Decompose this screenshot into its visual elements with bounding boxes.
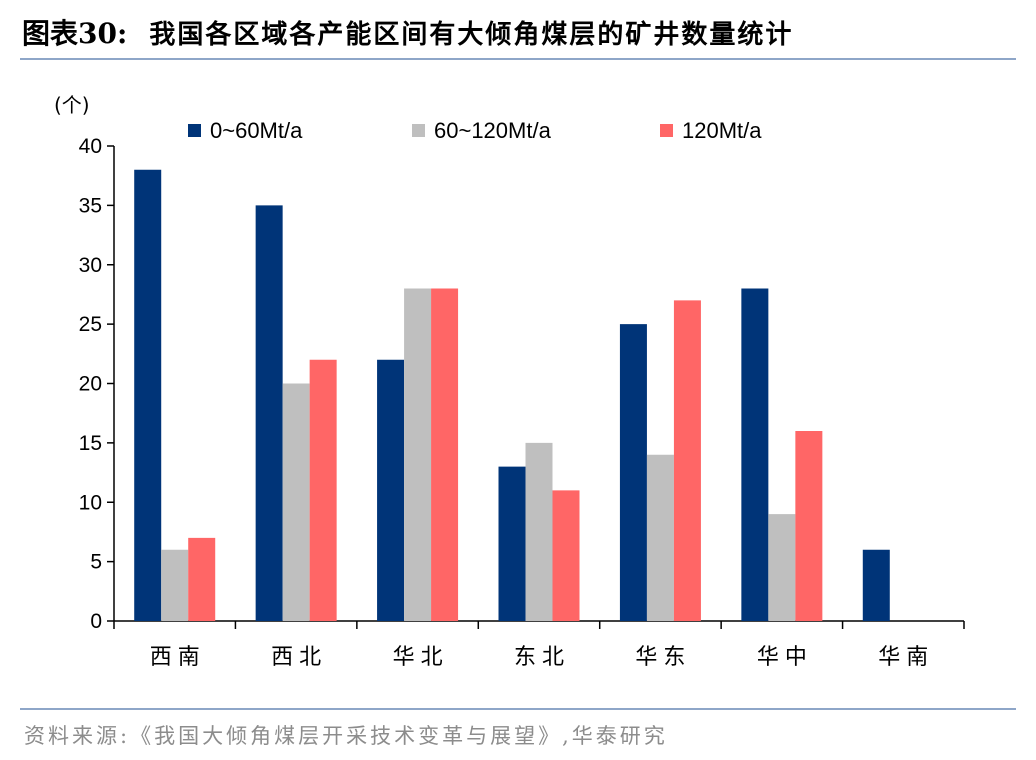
bar bbox=[768, 514, 796, 621]
title-row: 图表30: 我国各区域各产能区间有大倾角煤层的矿井数量统计 bbox=[22, 10, 793, 54]
x-category-label: 华北 bbox=[393, 645, 449, 670]
bar bbox=[188, 537, 216, 621]
y-tick-label: 15 bbox=[79, 432, 102, 455]
x-category-label: 东北 bbox=[514, 645, 570, 670]
bar bbox=[161, 549, 189, 621]
y-tick-label: 35 bbox=[79, 194, 102, 217]
y-tick-label: 20 bbox=[79, 373, 102, 396]
x-category-label: 西北 bbox=[271, 645, 327, 670]
y-tick-label: 30 bbox=[79, 254, 102, 277]
x-category-label: 华中 bbox=[757, 645, 813, 670]
bar-chart: 0 5 10 15 20 25 30 35 40 (个) 西南 西北 华北 东北 华东 华中 华南 0~60Mt/… bbox=[54, 93, 965, 670]
y-tick-label: 5 bbox=[90, 551, 102, 574]
legend-label: 0~60Mt/a bbox=[210, 118, 303, 143]
bar bbox=[619, 324, 647, 621]
bar bbox=[498, 466, 526, 621]
bar bbox=[282, 383, 310, 621]
source-note: 资料来源:《我国大倾角煤层开采技术变革与展望》,华泰研究 bbox=[24, 724, 668, 748]
page-title: 我国各区域各产能区间有大倾角煤层的矿井数量统计 bbox=[149, 19, 794, 50]
bar bbox=[431, 288, 459, 621]
bar bbox=[673, 300, 701, 621]
bar bbox=[795, 431, 823, 621]
legend-swatch bbox=[660, 124, 673, 137]
bar bbox=[552, 490, 580, 621]
y-tick-label: 25 bbox=[79, 313, 102, 336]
y-tick-label: 40 bbox=[79, 135, 102, 158]
figure-label: 图表30: bbox=[22, 17, 128, 50]
x-category-label: 华东 bbox=[635, 645, 691, 670]
bar bbox=[377, 359, 405, 621]
legend-swatch bbox=[412, 124, 425, 137]
legend-label: 120Mt/a bbox=[682, 118, 762, 143]
footer-divider bbox=[20, 708, 1016, 710]
bar bbox=[862, 549, 890, 621]
bar bbox=[741, 288, 769, 621]
y-axis-unit: (个) bbox=[54, 93, 90, 117]
x-category-label: 华南 bbox=[878, 645, 934, 670]
bar bbox=[404, 288, 432, 621]
bar bbox=[255, 205, 283, 621]
bar bbox=[525, 442, 553, 621]
x-category-label: 西南 bbox=[150, 645, 206, 670]
y-tick-label: 0 bbox=[90, 610, 102, 633]
header-divider bbox=[20, 58, 1016, 60]
bar bbox=[646, 454, 674, 621]
y-tick-label: 10 bbox=[79, 491, 102, 514]
legend-swatch bbox=[188, 124, 201, 137]
bar bbox=[309, 359, 337, 621]
legend-label: 60~120Mt/a bbox=[434, 118, 552, 143]
bar bbox=[134, 169, 162, 621]
